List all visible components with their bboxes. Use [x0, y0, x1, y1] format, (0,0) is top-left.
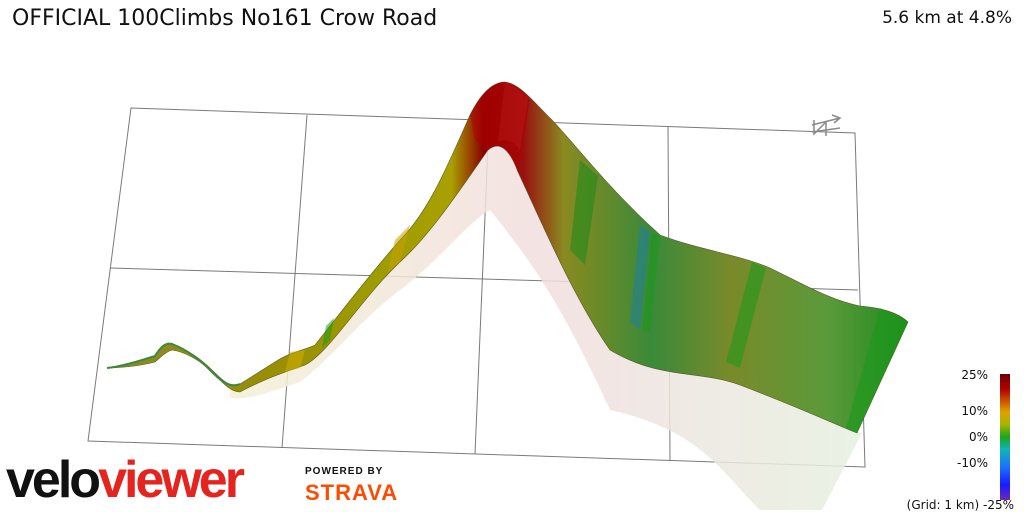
grid-outline [87, 107, 866, 468]
climb-summary: 5.6 km at 4.8% [882, 8, 1012, 28]
north-arrow-icon [811, 114, 842, 136]
gradient-legend: 25% 10% 0% -10% (Grid: 1 km) -25% [907, 368, 1014, 512]
gradient-stripes [285, 82, 908, 433]
legend-label-neg10: -10% [956, 456, 988, 470]
grid-line-v [281, 114, 308, 449]
elevation-curtain [230, 146, 862, 510]
page-title: OFFICIAL 100Climbs No161 Crow Road [12, 6, 438, 31]
legend-grid-note: (Grid: 1 km) -25% [906, 498, 1014, 512]
powered-by-label: POWERED BY [305, 466, 384, 477]
veloviewer-logo[interactable]: veloviewer [6, 451, 245, 509]
legend-label-0: 0% [968, 430, 988, 444]
legend-color-bar [1000, 374, 1010, 500]
strava-logo[interactable]: STRAVA [305, 480, 399, 505]
legend-label-10: 10% [961, 404, 988, 418]
profile-start-segment [106, 342, 241, 387]
legend-label-max: 25% [961, 368, 988, 382]
